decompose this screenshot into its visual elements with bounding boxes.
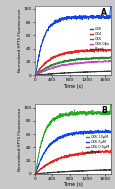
Y-axis label: Normalized HPTS Fluorescence: Normalized HPTS Fluorescence	[18, 107, 22, 171]
Text: B: B	[101, 106, 106, 115]
Legend: CX6-10μM, CX6-5μM, CX6-0.5μM, Blank: CX6-10μM, CX6-5μM, CX6-0.5μM, Blank	[85, 135, 109, 154]
Y-axis label: Normalized HPTS Fluorescence: Normalized HPTS Fluorescence	[18, 9, 22, 72]
X-axis label: Time (s): Time (s)	[63, 84, 82, 89]
Legend: CX6, CX4, CX5, CX6-0βu, Blank: CX6, CX4, CX5, CX6-0βu, Blank	[89, 27, 109, 51]
Text: A: A	[101, 8, 106, 17]
X-axis label: Time (s): Time (s)	[63, 182, 82, 187]
